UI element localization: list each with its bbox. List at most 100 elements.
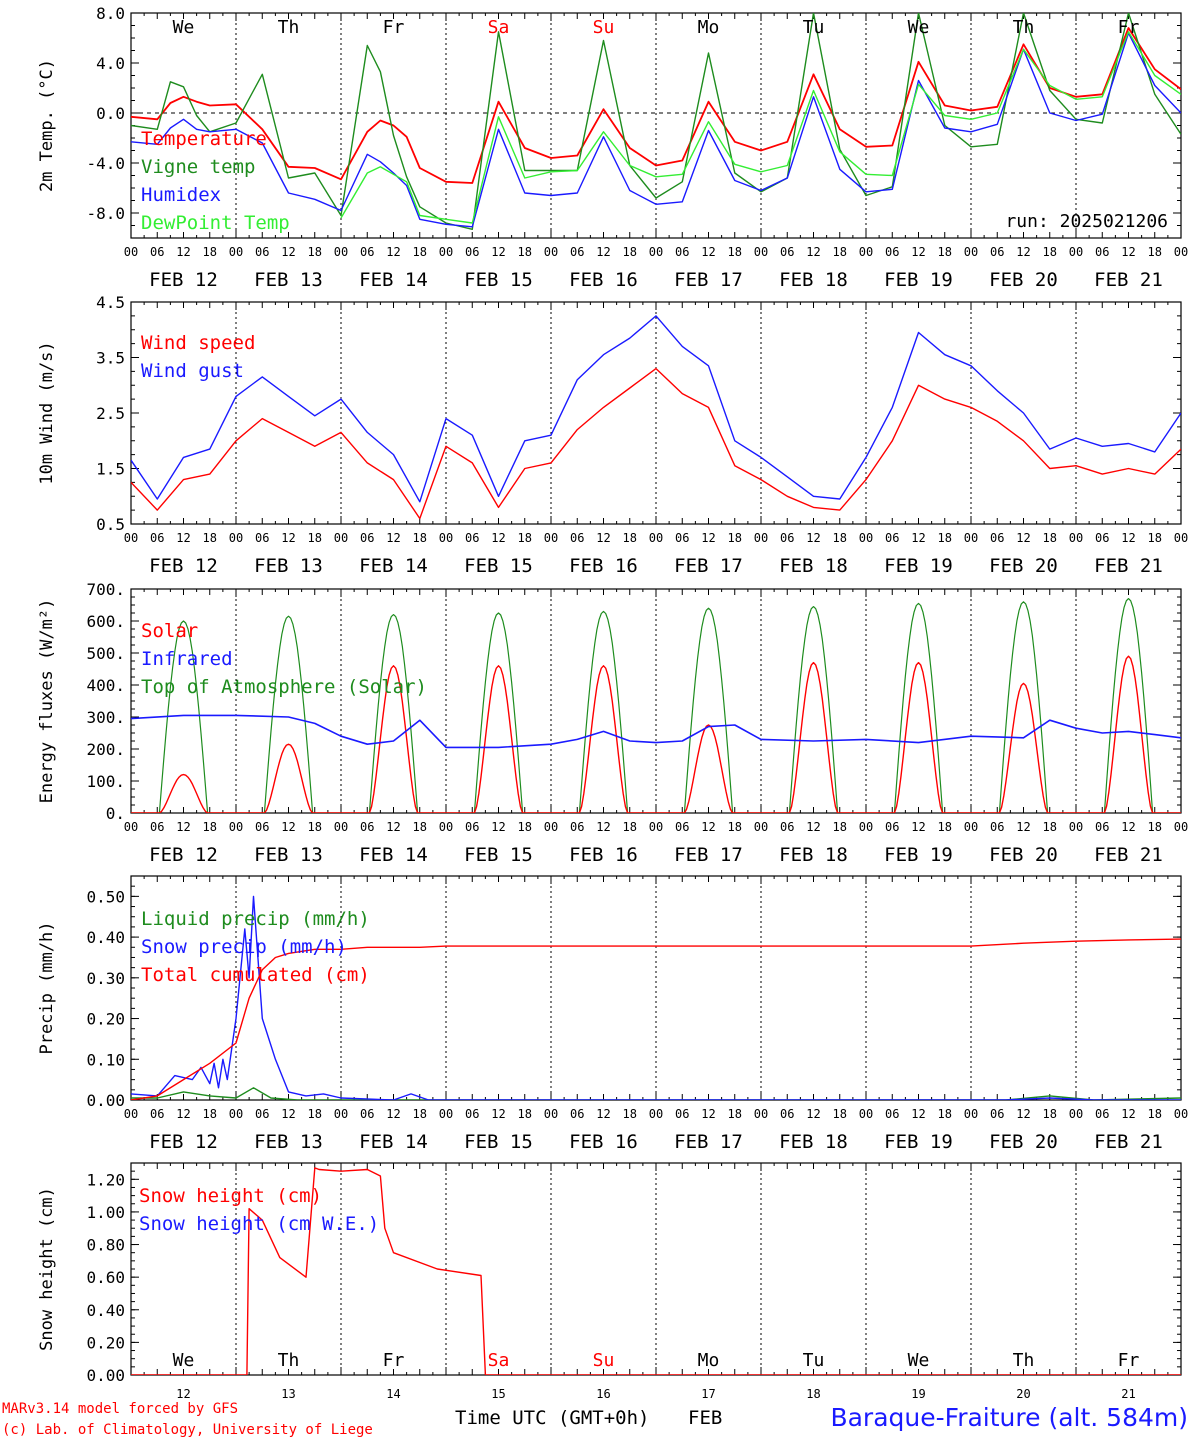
date-label: FEB 16 — [569, 844, 638, 866]
series-line-dewpoint-temp — [340, 31, 1181, 224]
hour-tick-label: 00 — [964, 245, 978, 259]
date-label: FEB 14 — [359, 1131, 428, 1153]
hour-tick-label: 00 — [964, 820, 978, 834]
hour-tick-label: 06 — [150, 820, 164, 834]
hour-tick-label: 06 — [150, 1107, 164, 1121]
hour-tick-label: 12 — [911, 245, 925, 259]
hour-tick-label: 18 — [623, 1107, 637, 1121]
hour-tick-label: 06 — [780, 531, 794, 545]
date-label: FEB 19 — [884, 269, 953, 291]
day-number-label: 19 — [911, 1387, 925, 1401]
y-tick-label: 4.5 — [96, 293, 125, 312]
hour-tick-label: 12 — [281, 1107, 295, 1121]
date-label: FEB 13 — [254, 1131, 323, 1153]
legend-temperature: Temperature — [141, 128, 267, 150]
date-label: FEB 20 — [989, 1131, 1058, 1153]
x-axis-title: Time UTC (GMT+0h) — [455, 1407, 649, 1429]
hour-tick-label: 00 — [334, 820, 348, 834]
hour-tick-label: 18 — [728, 245, 742, 259]
y-tick-label: 0.10 — [86, 1050, 125, 1069]
hour-tick-label: 06 — [885, 1107, 899, 1121]
hour-tick-label: 06 — [780, 1107, 794, 1121]
hour-tick-label: 12 — [701, 1107, 715, 1121]
weekday-label-bottom: Mo — [698, 1350, 720, 1371]
weekday-label-bottom: We — [173, 1350, 195, 1371]
hour-tick-label: 06 — [255, 1107, 269, 1121]
hour-tick-label: 00 — [1174, 820, 1188, 834]
hour-tick-label: 12 — [386, 1107, 400, 1121]
hour-tick-label: 18 — [938, 1107, 952, 1121]
hour-tick-label: 12 — [386, 531, 400, 545]
y-tick-label: 0.20 — [86, 1333, 125, 1352]
day-number-label: 21 — [1121, 1387, 1135, 1401]
hour-tick-label: 18 — [518, 531, 532, 545]
hour-tick-label: 00 — [229, 245, 243, 259]
hour-tick-label: 12 — [491, 531, 505, 545]
date-label: FEB 17 — [674, 269, 743, 291]
hour-tick-label: 12 — [701, 531, 715, 545]
hour-tick-label: 12 — [806, 245, 820, 259]
date-label: FEB 17 — [674, 844, 743, 866]
y-tick-label: 0.00 — [86, 1091, 125, 1110]
series-line-wind-speed — [131, 367, 1181, 520]
weekday-label-top: Su — [593, 17, 615, 38]
hour-tick-label: 06 — [465, 1107, 479, 1121]
date-label: FEB 13 — [254, 844, 323, 866]
hour-tick-label: 06 — [360, 1107, 374, 1121]
hour-tick-label: 06 — [675, 245, 689, 259]
hour-tick-label: 06 — [990, 820, 1004, 834]
date-label: FEB 12 — [149, 555, 218, 577]
hour-tick-label: 12 — [176, 1107, 190, 1121]
hour-tick-label: 18 — [308, 820, 322, 834]
date-label: FEB 21 — [1094, 1131, 1163, 1153]
hour-tick-label: 18 — [623, 820, 637, 834]
hour-tick-label: 12 — [1121, 531, 1135, 545]
date-label: FEB 20 — [989, 555, 1058, 577]
hour-tick-label: 18 — [1043, 245, 1057, 259]
hour-tick-label: 18 — [413, 531, 427, 545]
hour-tick-label: 06 — [360, 820, 374, 834]
hour-tick-label: 18 — [518, 245, 532, 259]
weekday-label-bottom: We — [908, 1350, 930, 1371]
hour-tick-label: 00 — [439, 1107, 453, 1121]
weekday-label-bottom: Fr — [1118, 1350, 1140, 1371]
hour-tick-label: 06 — [465, 820, 479, 834]
y-tick-label: 700. — [86, 580, 125, 599]
hour-tick-label: 18 — [203, 245, 217, 259]
date-label: FEB 15 — [464, 844, 533, 866]
date-label: FEB 21 — [1094, 555, 1163, 577]
y-tick-label: 0.00 — [86, 1366, 125, 1385]
hour-tick-label: 12 — [701, 245, 715, 259]
hour-tick-label: 06 — [780, 820, 794, 834]
weekday-label-bottom: Fr — [383, 1350, 405, 1371]
hour-tick-label: 12 — [596, 245, 610, 259]
date-label: FEB 15 — [464, 555, 533, 577]
hour-tick-label: 06 — [885, 820, 899, 834]
hour-tick-label: 18 — [1148, 1107, 1162, 1121]
y-tick-label: 300. — [86, 708, 125, 727]
hour-tick-label: 06 — [255, 245, 269, 259]
hour-tick-label: 00 — [334, 531, 348, 545]
series-group — [131, 895, 1181, 1100]
hour-tick-label: 18 — [728, 531, 742, 545]
day-number-label: 15 — [491, 1387, 505, 1401]
hour-tick-label: 00 — [334, 1107, 348, 1121]
day-number-label: 16 — [596, 1387, 610, 1401]
hour-tick-label: 00 — [229, 1107, 243, 1121]
hour-tick-label: 00 — [649, 1107, 663, 1121]
hour-tick-label: 00 — [964, 1107, 978, 1121]
date-label: FEB 15 — [464, 269, 533, 291]
date-label: FEB 18 — [779, 269, 848, 291]
hour-tick-label: 12 — [176, 820, 190, 834]
hour-tick-label: 12 — [1016, 245, 1030, 259]
weekday-label-bottom: Th — [278, 1350, 300, 1371]
day-number-label: 14 — [386, 1387, 400, 1401]
hour-tick-label: 00 — [124, 1107, 138, 1121]
y-tick-label: -8.0 — [86, 204, 125, 223]
hour-tick-label: 06 — [1095, 531, 1109, 545]
hour-tick-label: 00 — [1174, 1107, 1188, 1121]
model-credit: MARv3.14 model forced by GFS — [2, 1401, 238, 1417]
y-tick-label: 400. — [86, 676, 125, 695]
hour-tick-label: 06 — [990, 1107, 1004, 1121]
